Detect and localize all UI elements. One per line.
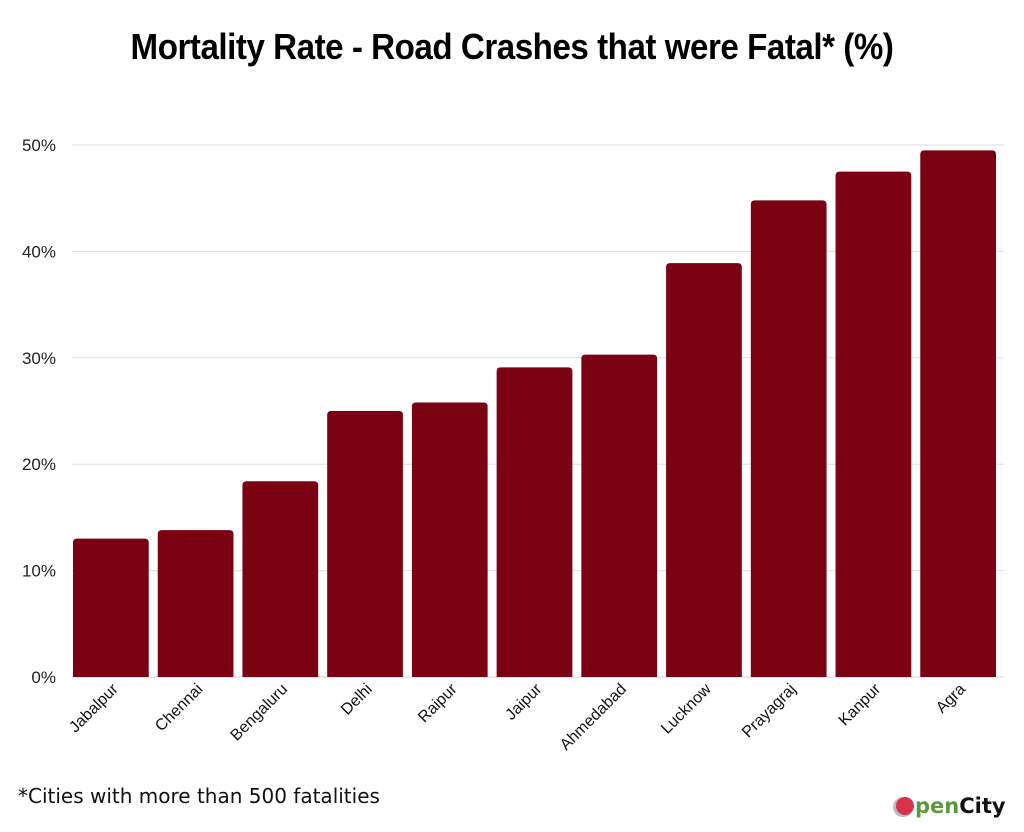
bar-delhi <box>327 411 403 677</box>
logo-circle-icon <box>896 797 914 815</box>
logo-text-pen: pen <box>915 794 960 818</box>
logo-text-city: City <box>959 794 1006 818</box>
bar-jaipur <box>496 367 573 677</box>
bar-raipur <box>411 402 488 677</box>
y-tick-label: 50% <box>22 136 56 155</box>
bar-agra <box>920 150 996 677</box>
y-tick-label: 40% <box>22 242 56 261</box>
x-tick-label: Ahmedabad <box>557 681 630 754</box>
x-tick-label: Kanpur <box>836 680 885 729</box>
x-tick-label: Chennai <box>152 681 206 735</box>
x-tick-label: Lucknow <box>658 680 715 737</box>
x-tick-label: Prayagraj <box>739 681 799 741</box>
footnote: *Cities with more than 500 fatalities <box>18 784 380 808</box>
bar-jabalpur <box>73 538 149 677</box>
y-axis-ticks: 0% 10% 20% 30% 40% 50% <box>22 136 56 687</box>
bar-kanpur <box>835 171 912 677</box>
chart-title: Mortality Rate - Road Crashes that were … <box>130 26 894 67</box>
bar-lucknow <box>666 263 742 677</box>
bar-chennai <box>157 530 234 677</box>
x-tick-label: Jaipur <box>502 680 545 723</box>
opencity-logo: pen City <box>896 794 1006 818</box>
bar-bengaluru <box>242 481 319 677</box>
y-tick-label: 30% <box>22 349 56 368</box>
bars <box>73 150 996 677</box>
x-axis-ticks: Jabalpur Chennai Bengaluru Delhi Raipur Jaipu… <box>66 680 969 754</box>
x-tick-label: Bengaluru <box>228 681 292 745</box>
x-tick-label: Delhi <box>338 681 376 719</box>
y-tick-label: 20% <box>22 455 56 474</box>
y-tick-label: 0% <box>31 668 56 687</box>
bar-ahmedabad <box>581 354 658 677</box>
x-tick-label: Agra <box>933 681 969 717</box>
x-tick-label: Jabalpur <box>66 680 122 736</box>
y-tick-label: 10% <box>22 562 56 581</box>
x-tick-label: Raipur <box>415 680 461 726</box>
bar-prayagraj <box>750 200 827 677</box>
